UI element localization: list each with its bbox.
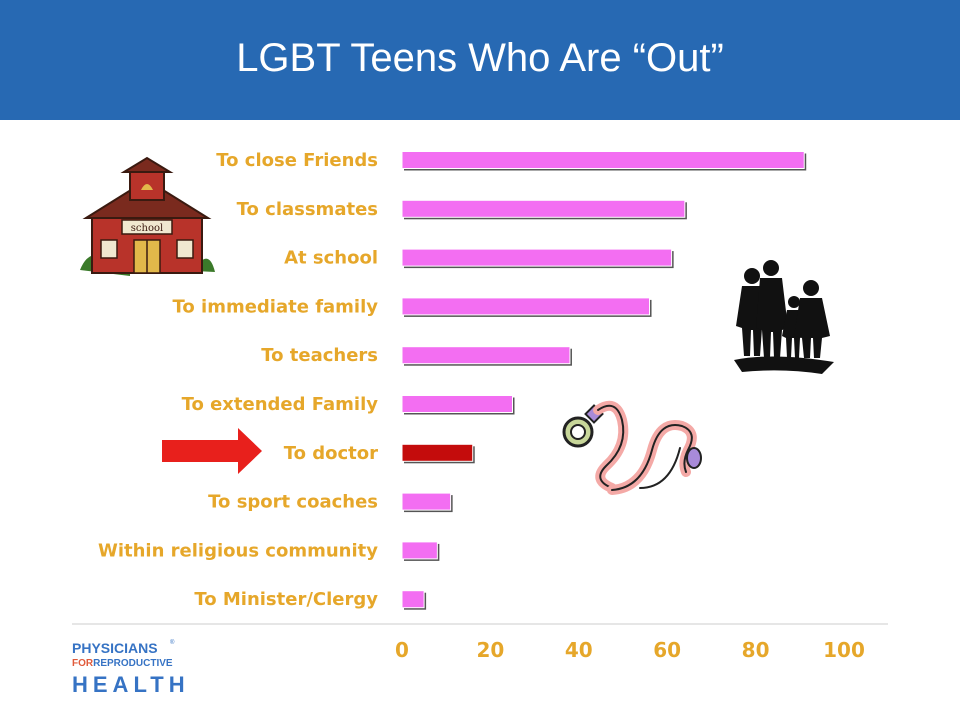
category-label-to-teachers: To teachers: [261, 345, 378, 366]
bar-to-immediate-family: [401, 297, 651, 316]
logo: PHYSICIANS ® FORREPRODUCTIVE HEALTH: [72, 640, 192, 706]
x-tick-label-100: 100: [823, 638, 865, 662]
arrow-right-icon: [162, 428, 262, 474]
logo-for: FOR: [72, 658, 94, 669]
logo-line-1: PHYSICIANS: [72, 640, 158, 656]
category-label-to-close-friends: To close Friends: [216, 150, 378, 171]
bar-to-extended-family: [401, 395, 513, 413]
x-tick-label-20: 20: [476, 638, 504, 662]
category-label-within-religious-community: Within religious community: [98, 540, 378, 561]
category-label-to-minister-clergy: To Minister/Clergy: [194, 589, 378, 610]
page-title: LGBT Teens Who Are “Out”: [236, 36, 724, 80]
bar-to-classmates: [401, 199, 686, 218]
bar-to-close-friends: [401, 151, 805, 169]
bar-to-doctor: [401, 443, 474, 462]
x-tick-label-40: 40: [565, 638, 593, 662]
bar-at-school: [401, 248, 673, 267]
stethoscope-icon: [562, 400, 702, 495]
category-label-to-classmates: To classmates: [237, 199, 378, 220]
category-label-to-sport-coaches: To sport coaches: [208, 492, 378, 513]
logo-registered-mark: ®: [170, 640, 175, 646]
logo-line-2: FORREPRODUCTIVE: [72, 658, 173, 669]
category-label-at-school: At school: [284, 248, 378, 269]
x-tick-label-0: 0: [395, 638, 409, 662]
bar-to-sport-coaches: [401, 492, 452, 511]
x-tick-label-60: 60: [653, 638, 681, 662]
logo-reproductive: REPRODUCTIVE: [93, 658, 173, 669]
bar-to-minister-clergy: [401, 590, 425, 609]
category-label-to-doctor: To doctor: [284, 443, 378, 464]
bar-to-teachers: [401, 346, 571, 365]
bar-within-religious-community: [401, 541, 438, 560]
category-label-to-extended-family: To extended Family: [182, 394, 379, 415]
category-label-to-immediate-family: To immediate family: [173, 296, 379, 317]
x-tick-label-80: 80: [742, 638, 770, 662]
title-banner: LGBT Teens Who Are “Out”: [0, 0, 960, 120]
schoolhouse-icon: school: [80, 156, 215, 276]
family-silhouette-icon: [734, 260, 834, 374]
svg-text:school: school: [131, 223, 163, 234]
logo-line-3: HEALTH: [72, 672, 190, 697]
